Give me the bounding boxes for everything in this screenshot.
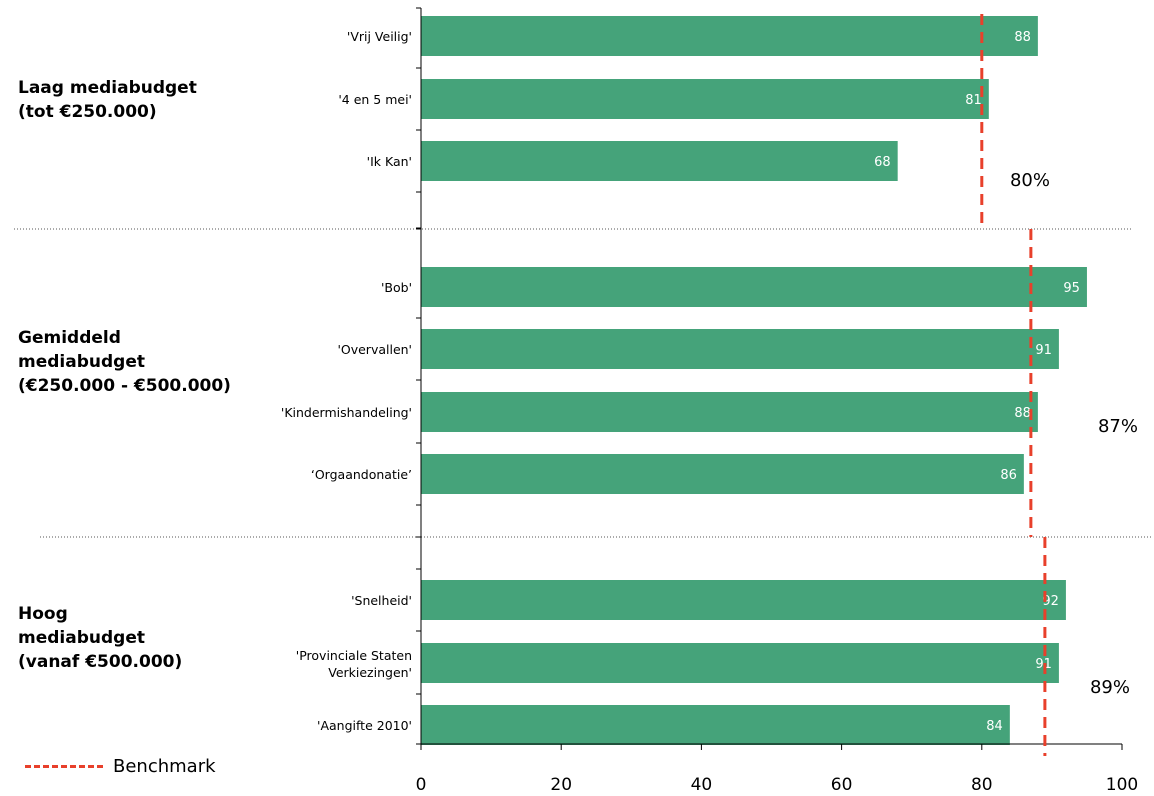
group-label-line: (tot €250.000) xyxy=(18,102,157,122)
group-label-line: Laag mediabudget xyxy=(18,78,197,98)
x-tick-label: 40 xyxy=(691,775,713,795)
x-tick-label: 100 xyxy=(1106,775,1138,795)
bar xyxy=(421,643,1059,683)
group-label-line: (€250.000 - €500.000) xyxy=(18,376,231,396)
bar xyxy=(421,329,1059,369)
bar-value-label: 95 xyxy=(1063,281,1080,296)
legend-label: Benchmark xyxy=(113,756,216,777)
bar-value-label: 92 xyxy=(1042,594,1059,609)
group-label-line: (vanaf €500.000) xyxy=(18,652,183,672)
bar-value-label: 84 xyxy=(986,719,1003,734)
benchmark-label: 87% xyxy=(1098,416,1138,437)
bar xyxy=(421,16,1038,56)
benchmark-label: 80% xyxy=(1010,170,1050,191)
x-tick-label: 60 xyxy=(831,775,853,795)
group-label-low: Laag mediabudget (tot €250.000) xyxy=(18,76,197,124)
benchmark-legend-line xyxy=(25,765,103,768)
bar xyxy=(421,705,1010,745)
group-label-line: Hoog xyxy=(18,604,68,624)
category-label: 'Snelheid' xyxy=(351,593,412,608)
bar-value-label: 81 xyxy=(965,93,982,108)
group-label-medium: Gemiddeld mediabudget (€250.000 - €500.0… xyxy=(18,326,231,398)
x-tick-label: 80 xyxy=(971,775,993,795)
bar-value-label: 88 xyxy=(1014,406,1031,421)
legend: Benchmark xyxy=(25,756,216,777)
bar-value-label: 68 xyxy=(874,155,891,170)
bar xyxy=(421,79,989,119)
category-label: 'Provinciale Staten Verkiezingen' xyxy=(296,648,412,680)
benchmark-label: 89% xyxy=(1090,677,1130,698)
bar xyxy=(421,580,1066,620)
group-label-line: mediabudget xyxy=(18,352,145,372)
bar xyxy=(421,392,1038,432)
category-label: 'Ik Kan' xyxy=(367,154,412,169)
group-label-line: mediabudget xyxy=(18,628,145,648)
category-label: 'Vrij Veilig' xyxy=(347,29,412,44)
bar-value-label: 88 xyxy=(1014,30,1031,45)
category-label: 'Bob' xyxy=(381,280,412,295)
bar xyxy=(421,267,1087,307)
category-label: 'Aangifte 2010' xyxy=(317,718,412,733)
bar-value-label: 86 xyxy=(1000,468,1017,483)
bar-value-label: 91 xyxy=(1035,343,1052,358)
x-tick-label: 0 xyxy=(416,775,427,795)
group-label-line: Gemiddeld xyxy=(18,328,121,348)
category-label: ‘Orgaandonatie’ xyxy=(311,467,412,482)
x-tick-label: 20 xyxy=(550,775,572,795)
bar xyxy=(421,141,898,181)
category-label: 'Overvallen' xyxy=(337,342,412,357)
bar xyxy=(421,454,1024,494)
category-label: 'Kindermishandeling' xyxy=(281,405,412,420)
category-label: '4 en 5 mei' xyxy=(338,92,412,107)
group-label-high: Hoog mediabudget (vanaf €500.000) xyxy=(18,602,182,674)
